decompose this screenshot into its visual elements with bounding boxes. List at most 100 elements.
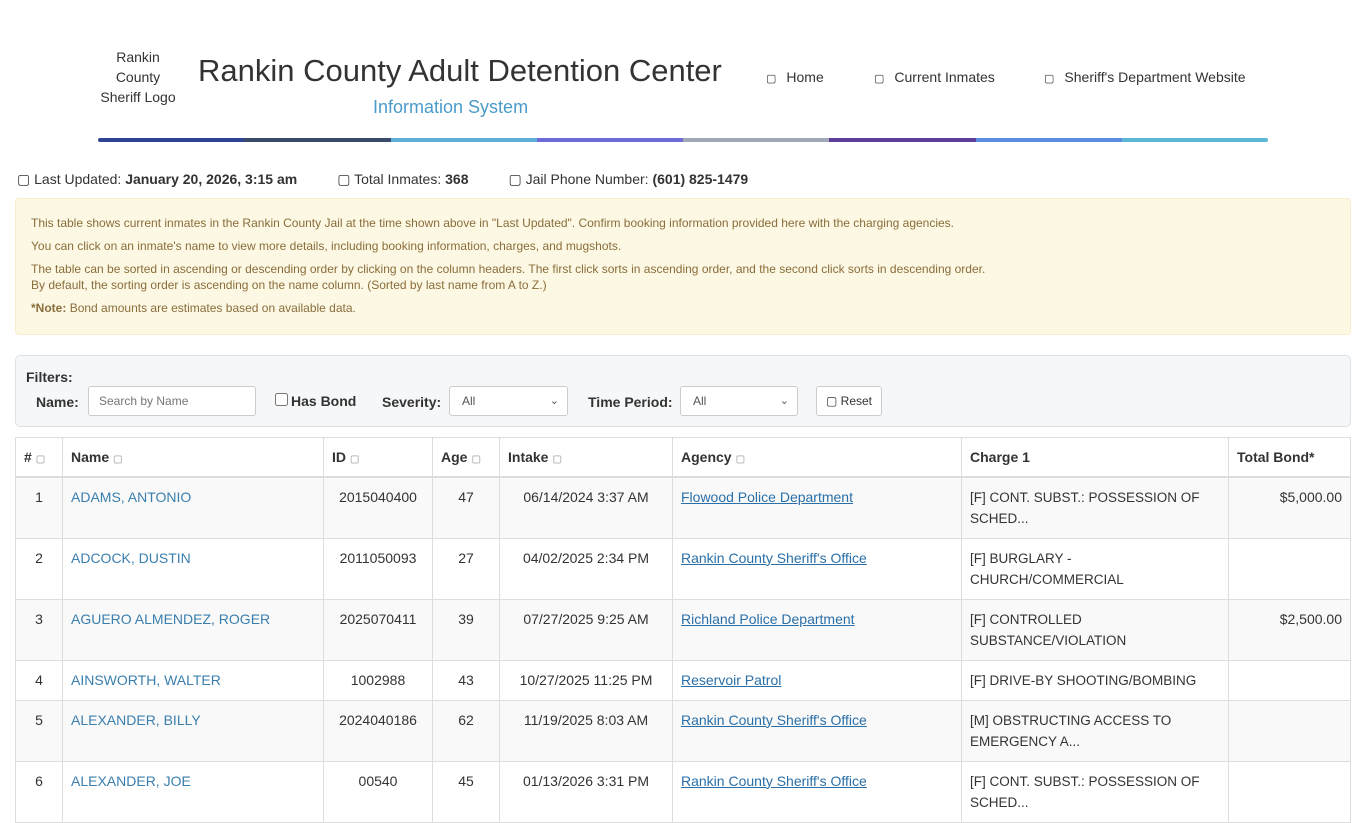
table-cell: 2025070411 bbox=[323, 598, 433, 661]
agency-link[interactable]: Rankin County Sheriff's Office bbox=[681, 711, 867, 728]
last-updated: ▢ Last Updated: January 20, 2026, 3:15 a… bbox=[17, 171, 298, 187]
cell-value: 04/02/2025 2:34 PM bbox=[522, 549, 650, 566]
table-cell bbox=[1228, 699, 1351, 762]
column-header[interactable]: Name ▢ bbox=[62, 437, 324, 478]
nav-label: Home bbox=[786, 69, 824, 85]
table-cell: [F] CONTROLLED SUBSTANCE/VIOLATION bbox=[961, 598, 1229, 661]
severity-select[interactable]: All ⌄ bbox=[449, 386, 568, 416]
sort-icon: ▢ bbox=[735, 453, 746, 465]
chevron-down-icon: ⌄ bbox=[779, 395, 789, 407]
table-cell: ADCOCK, DUSTIN bbox=[62, 537, 324, 600]
table-cell: [F] BURGLARY - CHURCH/COMMERCIAL bbox=[961, 537, 1229, 600]
table-cell: 06/14/2024 3:37 AM bbox=[499, 476, 673, 539]
cell-value: 62 bbox=[458, 711, 474, 728]
chevron-down-icon: ⌄ bbox=[549, 395, 559, 407]
table-cell: Richland Police Department bbox=[672, 598, 962, 661]
cell-value: 6 bbox=[35, 772, 43, 789]
column-header[interactable]: Age ▢ bbox=[432, 437, 500, 478]
stripe-segment bbox=[244, 138, 391, 142]
alert-text: The table can be sorted in ascending or … bbox=[31, 262, 986, 276]
agency-link[interactable]: Rankin County Sheriff's Office bbox=[681, 549, 867, 566]
column-header[interactable]: ID ▢ bbox=[323, 437, 433, 478]
column-header: Total Bond* bbox=[1228, 437, 1351, 478]
column-header[interactable]: Intake ▢ bbox=[499, 437, 673, 478]
table-cell: 07/27/2025 9:25 AM bbox=[499, 598, 673, 661]
table-cell: Rankin County Sheriff's Office bbox=[672, 699, 962, 762]
column-header[interactable]: Agency ▢ bbox=[672, 437, 962, 478]
jail-phone: ▢ Jail Phone Number: (601) 825-1479 bbox=[508, 171, 749, 187]
table-cell bbox=[1228, 760, 1351, 823]
table-cell: 1002988 bbox=[323, 659, 433, 701]
inmate-name-link[interactable]: ALEXANDER, BILLY bbox=[71, 711, 201, 728]
time-period-select[interactable]: All ⌄ bbox=[680, 386, 798, 416]
table-cell: 2 bbox=[15, 537, 63, 600]
table-cell: 6 bbox=[15, 760, 63, 823]
cell-value: 27 bbox=[458, 549, 474, 566]
table-cell: ADAMS, ANTONIO bbox=[62, 476, 324, 539]
filters-title: Filters: bbox=[26, 369, 73, 385]
column-header[interactable]: # ▢ bbox=[15, 437, 63, 478]
cell-value: $2,500.00 bbox=[1279, 610, 1342, 627]
cell-value: 2025070411 bbox=[339, 610, 417, 627]
stripe-segment bbox=[536, 138, 683, 142]
name-search-input[interactable] bbox=[88, 386, 256, 416]
table-cell: $2,500.00 bbox=[1228, 598, 1351, 661]
alert-text: By default, the sorting order is ascendi… bbox=[31, 278, 547, 292]
table-cell: 4 bbox=[15, 659, 63, 701]
cell-value: 1002988 bbox=[350, 671, 406, 688]
table-cell: [M] OBSTRUCTING ACCESS TO EMERGENCY A... bbox=[961, 699, 1229, 762]
table-cell: 5 bbox=[15, 699, 63, 762]
stripe-segment bbox=[390, 138, 537, 142]
table-row: 1 ADAMS, ANTONIO 2015040400 47 06/14/2024 3:… bbox=[15, 476, 1351, 539]
inmate-name-link[interactable]: ADAMS, ANTONIO bbox=[71, 488, 192, 505]
name-label: Name: bbox=[36, 394, 79, 410]
cell-value: 1 bbox=[35, 488, 43, 505]
inmate-name-link[interactable]: ALEXANDER, JOE bbox=[71, 772, 191, 789]
total-inmates: ▢ Total Inmates: 368 bbox=[337, 171, 469, 187]
table-cell: 01/13/2026 3:31 PM bbox=[499, 760, 673, 823]
header-label: Name bbox=[71, 448, 110, 465]
cell-value: 10/27/2025 11:25 PM bbox=[519, 671, 653, 688]
header-label: Age bbox=[441, 448, 468, 465]
inmate-name-link[interactable]: AGUERO ALMENDEZ, ROGER bbox=[71, 610, 271, 627]
inmate-name-link[interactable]: ADCOCK, DUSTIN bbox=[71, 549, 191, 566]
site-header: Rankin County Sheriff Logo Rankin County… bbox=[0, 0, 1366, 160]
has-bond-checkbox[interactable]: Has Bond bbox=[275, 393, 356, 409]
time-period-label: Time Period: bbox=[588, 394, 673, 410]
agency-link[interactable]: Richland Police Department bbox=[681, 610, 855, 627]
nav-home[interactable]: ▢ Home bbox=[766, 69, 824, 85]
cell-value: [M] OBSTRUCTING ACCESS TO EMERGENCY A... bbox=[970, 712, 1172, 749]
agency-link[interactable]: Reservoir Patrol bbox=[681, 671, 782, 688]
nav-current-inmates[interactable]: ▢ Current Inmates bbox=[874, 69, 995, 85]
table-cell: 62 bbox=[432, 699, 500, 762]
table-cell: AINSWORTH, WALTER bbox=[62, 659, 324, 701]
table-cell: [F] CONT. SUBST.: POSSESSION OF SCHED... bbox=[961, 760, 1229, 823]
cell-value: [F] DRIVE-BY SHOOTING/BOMBING bbox=[970, 672, 1197, 688]
alert-text: This table shows current inmates in the … bbox=[31, 216, 955, 230]
agency-link[interactable]: Flowood Police Department bbox=[681, 488, 853, 505]
inmate-name-link[interactable]: AINSWORTH, WALTER bbox=[71, 671, 221, 688]
table-cell: 11/19/2025 8:03 AM bbox=[499, 699, 673, 762]
severity-label: Severity: bbox=[382, 394, 442, 410]
cell-value: 2024040186 bbox=[339, 711, 417, 728]
page-title: Rankin County Adult Detention Center bbox=[198, 53, 722, 88]
table-cell: ALEXANDER, BILLY bbox=[62, 699, 324, 762]
info-bar: ▢ Last Updated: January 20, 2026, 3:15 a… bbox=[17, 171, 788, 188]
table-cell: 27 bbox=[432, 537, 500, 600]
table-cell: 2011050093 bbox=[323, 537, 433, 600]
cell-value: 07/27/2025 9:25 AM bbox=[523, 610, 649, 627]
cell-value: 5 bbox=[35, 711, 43, 728]
stripe-segment bbox=[98, 138, 245, 142]
sort-icon: ▢ bbox=[350, 453, 360, 465]
table-cell: AGUERO ALMENDEZ, ROGER bbox=[62, 598, 324, 661]
cell-value: [F] CONTROLLED SUBSTANCE/VIOLATION bbox=[970, 611, 1127, 648]
reset-icon: ▢ bbox=[825, 394, 838, 408]
reset-button[interactable]: ▢ Reset bbox=[816, 386, 882, 416]
cell-value: 2011050093 bbox=[339, 549, 417, 566]
agency-link[interactable]: Rankin County Sheriff's Office bbox=[681, 772, 867, 789]
header-label: Total Bond* bbox=[1237, 448, 1315, 465]
table-cell: Rankin County Sheriff's Office bbox=[672, 760, 962, 823]
nav-sheriff-website[interactable]: ▢ Sheriff's Department Website bbox=[1044, 69, 1246, 85]
users-icon: ▢ bbox=[874, 73, 885, 85]
table-cell: 1 bbox=[15, 476, 63, 539]
